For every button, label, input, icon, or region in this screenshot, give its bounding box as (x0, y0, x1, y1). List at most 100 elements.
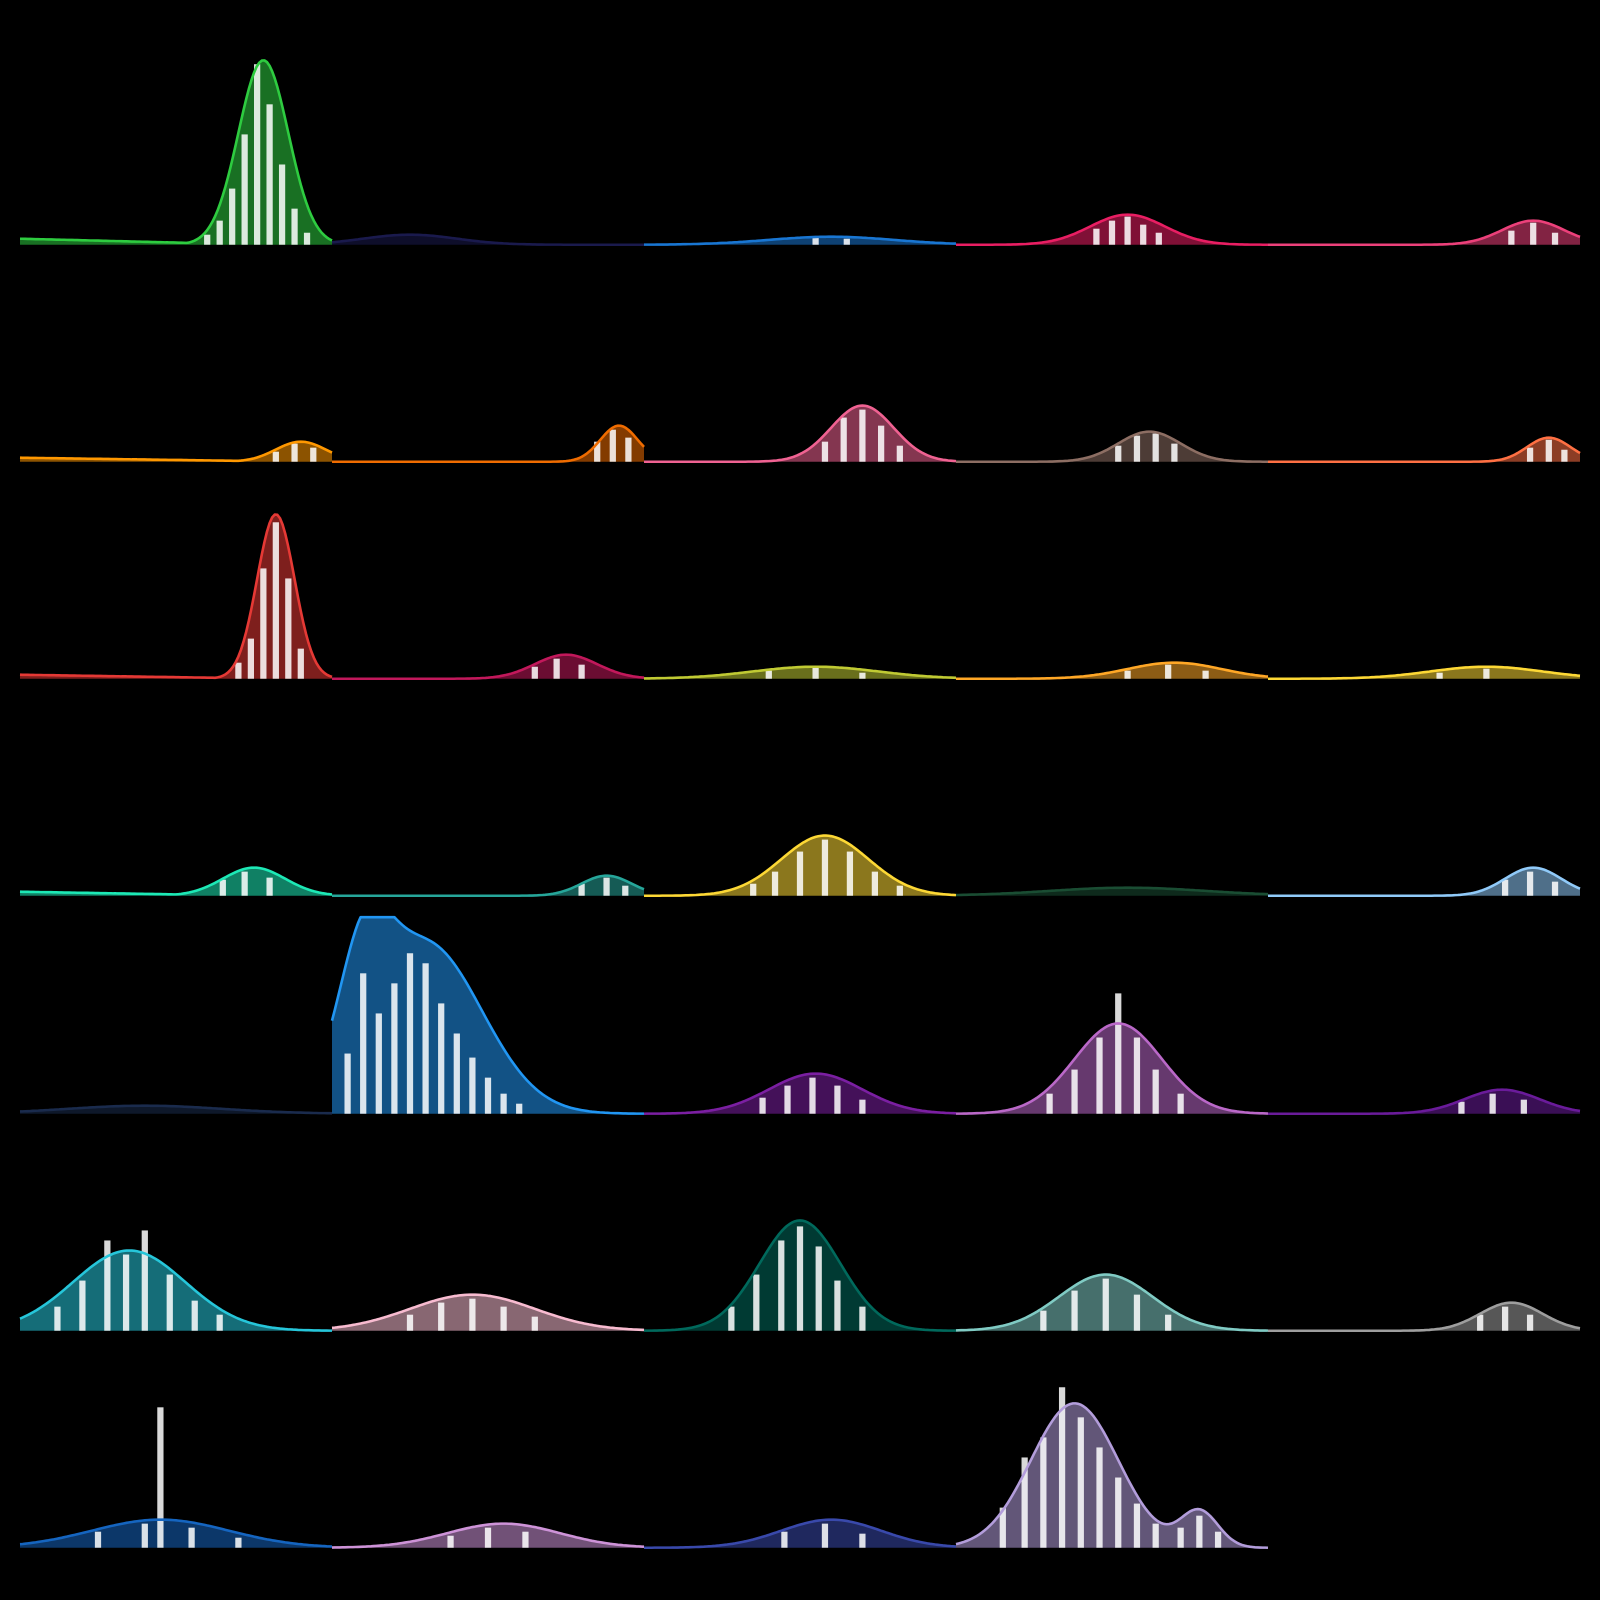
hist-bar (469, 1057, 475, 1113)
density-plot (332, 1126, 644, 1343)
hist-bar (554, 659, 560, 679)
density-plot (644, 474, 956, 691)
hist-bar (1502, 1306, 1508, 1330)
hist-bar (516, 1103, 522, 1113)
hist-bar (260, 569, 266, 679)
hist-bar (841, 418, 847, 462)
density-plot (644, 909, 956, 1126)
density-plot (956, 257, 1268, 474)
panel-r1-c0 (20, 257, 332, 474)
density-plot (20, 40, 332, 257)
hist-bar (1436, 673, 1442, 679)
hist-bar (279, 164, 285, 244)
hist-bar (1134, 1037, 1140, 1113)
hist-bar (95, 1532, 101, 1548)
panel-r4-c3 (956, 909, 1268, 1126)
hist-bar (500, 1306, 506, 1330)
hist-bar (1134, 436, 1140, 462)
hist-bar (1508, 231, 1514, 245)
hist-bar (772, 872, 778, 896)
hist-bar (1115, 1477, 1121, 1547)
hist-bar (1134, 1294, 1140, 1330)
hist-bar (1196, 1516, 1202, 1548)
hist-bar (344, 1053, 350, 1113)
density-plot (956, 1343, 1268, 1560)
hist-bar (603, 878, 609, 896)
hist-bar (242, 134, 248, 244)
hist-bar (310, 448, 316, 462)
hist-bar (897, 886, 903, 896)
hist-bar (447, 1536, 453, 1548)
hist-bar (285, 579, 291, 679)
density-plot (956, 474, 1268, 691)
hist-bar (254, 64, 260, 245)
hist-bar (1103, 1278, 1109, 1330)
hist-bar (834, 1280, 840, 1330)
hist-bar (485, 1528, 491, 1548)
hist-bar (834, 1085, 840, 1113)
hist-bar (217, 1314, 223, 1330)
hist-bar (1071, 1290, 1077, 1330)
hist-bar (822, 840, 828, 896)
hist-bar (273, 523, 279, 679)
panel-r5-c0 (20, 1126, 332, 1343)
panel-r6-c4 (1268, 1343, 1580, 1560)
panel-r0-c2 (644, 40, 956, 257)
panel-r0-c3 (956, 40, 1268, 257)
panel-r1-c1 (332, 257, 644, 474)
panel-r4-c4 (1268, 909, 1580, 1126)
hist-bar (859, 410, 865, 462)
hist-bar (1165, 665, 1171, 679)
hist-bar (79, 1280, 85, 1330)
hist-bar (1215, 1532, 1221, 1548)
hist-bar (1530, 223, 1536, 245)
hist-bar (781, 1532, 787, 1548)
hist-bar (1178, 1093, 1184, 1113)
hist-bar (298, 649, 304, 679)
hist-bar (291, 444, 297, 462)
hist-bar (1178, 1528, 1184, 1548)
density-plot (20, 909, 332, 1126)
hist-bar (1527, 448, 1533, 462)
hist-bar (422, 963, 428, 1113)
hist-bar (784, 1085, 790, 1113)
hist-bar (1153, 434, 1159, 462)
density-plot (20, 1343, 332, 1560)
hist-bar (1078, 1417, 1084, 1547)
kde-fill (332, 655, 644, 679)
hist-bar (1477, 1314, 1483, 1330)
panel-r3-c0 (20, 691, 332, 908)
hist-bar (797, 852, 803, 896)
density-plot (332, 474, 644, 691)
hist-bar (376, 1013, 382, 1113)
hist-bar (522, 1532, 528, 1548)
kde-fill (956, 663, 1268, 679)
density-plot (644, 691, 956, 908)
hist-bar (847, 852, 853, 896)
hist-bar (1561, 450, 1567, 462)
hist-bar (822, 442, 828, 462)
hist-bar (188, 1528, 194, 1548)
hist-bar (157, 1407, 163, 1547)
hist-bar (204, 235, 210, 245)
hist-bar (753, 1274, 759, 1330)
hist-bar (859, 1099, 865, 1113)
small-multiples-grid (0, 0, 1600, 1600)
panel-r5-c3 (956, 1126, 1268, 1343)
hist-bar (391, 983, 397, 1113)
panel-r2-c0 (20, 474, 332, 691)
density-plot (20, 257, 332, 474)
density-plot (644, 1126, 956, 1343)
panel-r3-c4 (1268, 691, 1580, 908)
hist-bar (1134, 1503, 1140, 1547)
panel-r4-c1 (332, 909, 644, 1126)
hist-bar (1109, 221, 1115, 245)
hist-bar (1202, 671, 1208, 679)
panel-r2-c4 (1268, 474, 1580, 691)
panel-r3-c1 (332, 691, 644, 908)
density-plot (20, 474, 332, 691)
panel-r5-c4 (1268, 1126, 1580, 1343)
density-plot (956, 909, 1268, 1126)
hist-bar (220, 880, 226, 896)
hist-bar (500, 1093, 506, 1113)
